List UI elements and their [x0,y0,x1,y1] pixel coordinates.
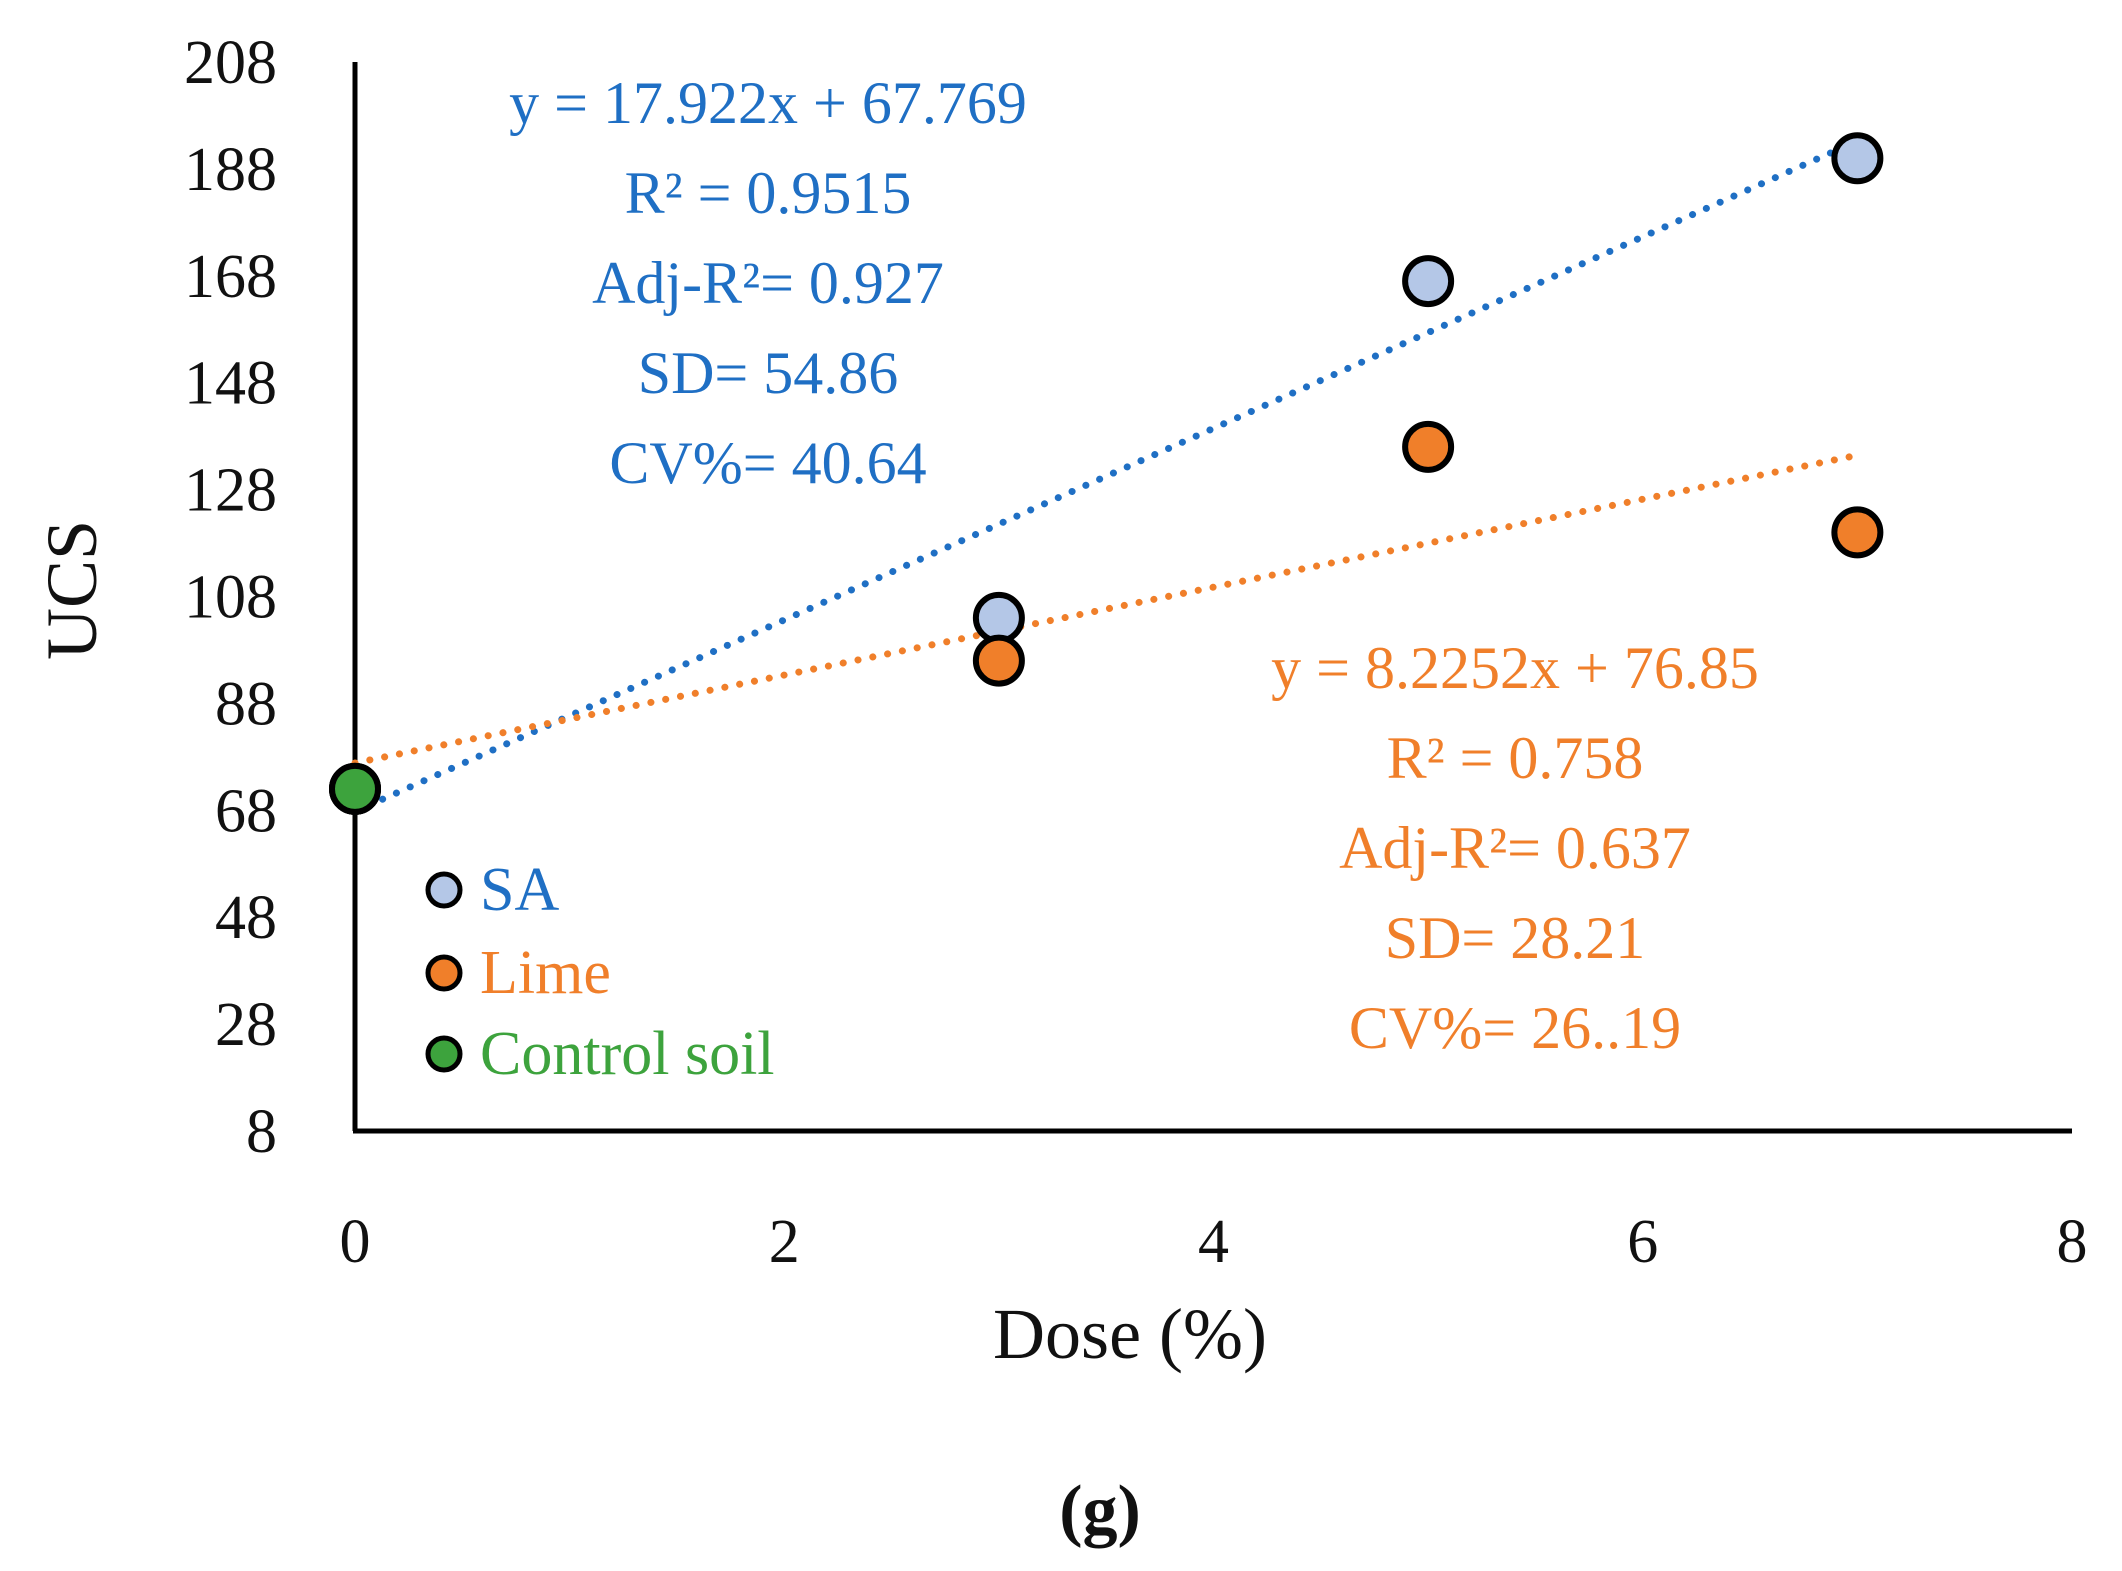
x-tick-labels: 0 2 4 6 8 [340,1208,2088,1276]
data-points [329,132,1884,815]
legend-marker-lime [425,954,463,992]
y-tick-label: 88 [215,670,277,738]
legend-marker-control-soil [425,1035,463,1073]
x-tick-label: 0 [340,1208,371,1276]
y-tick-label: 108 [184,564,277,632]
regression-stat-line: y = 8.2252x + 76.85 [1271,635,1759,701]
y-tick-label: 128 [184,457,277,525]
lime-point [1402,420,1455,473]
legend-label: Lime [480,939,611,1007]
legend-marker-sa [425,871,463,909]
y-tick-label: 8 [246,1098,277,1166]
regression-stat-line: R² = 0.9515 [625,160,912,226]
legend: SA Lime Control soil [425,856,775,1088]
sa-regression-stats: y = 17.922x + 67.769 R² = 0.9515 Adj-R²= 0… [509,70,1027,496]
sa-trendline [351,137,1861,816]
y-tick-label: 168 [184,243,277,311]
x-axis-title: Dose (%) [993,1294,1267,1374]
legend-label: SA [480,856,559,924]
sa-point [1831,132,1884,185]
regression-stat-line: Adj-R²= 0.927 [592,250,944,316]
y-tick-label: 188 [184,136,277,204]
control-soil-point [329,762,381,815]
regression-stat-line: CV%= 26..19 [1349,995,1681,1061]
regression-stat-line: SD= 28.21 [1385,905,1646,971]
y-tick-label: 208 [184,29,277,97]
regression-stat-line: y = 17.922x + 67.769 [509,70,1027,136]
sa-point [1402,255,1455,308]
figure-caption: (g) [1059,1472,1141,1549]
x-tick-label: 2 [769,1208,800,1276]
x-tick-label: 6 [1627,1208,1658,1276]
lime-point [972,634,1025,687]
lime-point [1831,506,1884,559]
y-axis-title: UCS [32,520,112,660]
regression-stat-line: Adj-R²= 0.637 [1339,815,1691,881]
y-tick-label: 48 [215,884,277,952]
trendlines [351,137,1861,816]
sa-point [972,591,1025,644]
legend-label: Control soil [480,1020,775,1088]
y-tick-label: 68 [215,777,277,845]
regression-stat-line: SD= 54.86 [638,340,899,406]
x-tick-label: 4 [1198,1208,1229,1276]
lime-regression-stats: y = 8.2252x + 76.85 R² = 0.758 Adj-R²= 0.6… [1271,635,1759,1061]
y-tick-labels: 208 188 168 148 128 108 88 68 48 28 8 [184,29,277,1166]
y-tick-label: 148 [184,350,277,418]
x-tick-label: 8 [2057,1208,2088,1276]
y-tick-label: 28 [215,991,277,1059]
regression-stat-line: R² = 0.758 [1387,725,1644,791]
lime-trendline [351,451,1861,767]
regression-stat-line: CV%= 40.64 [609,430,926,496]
